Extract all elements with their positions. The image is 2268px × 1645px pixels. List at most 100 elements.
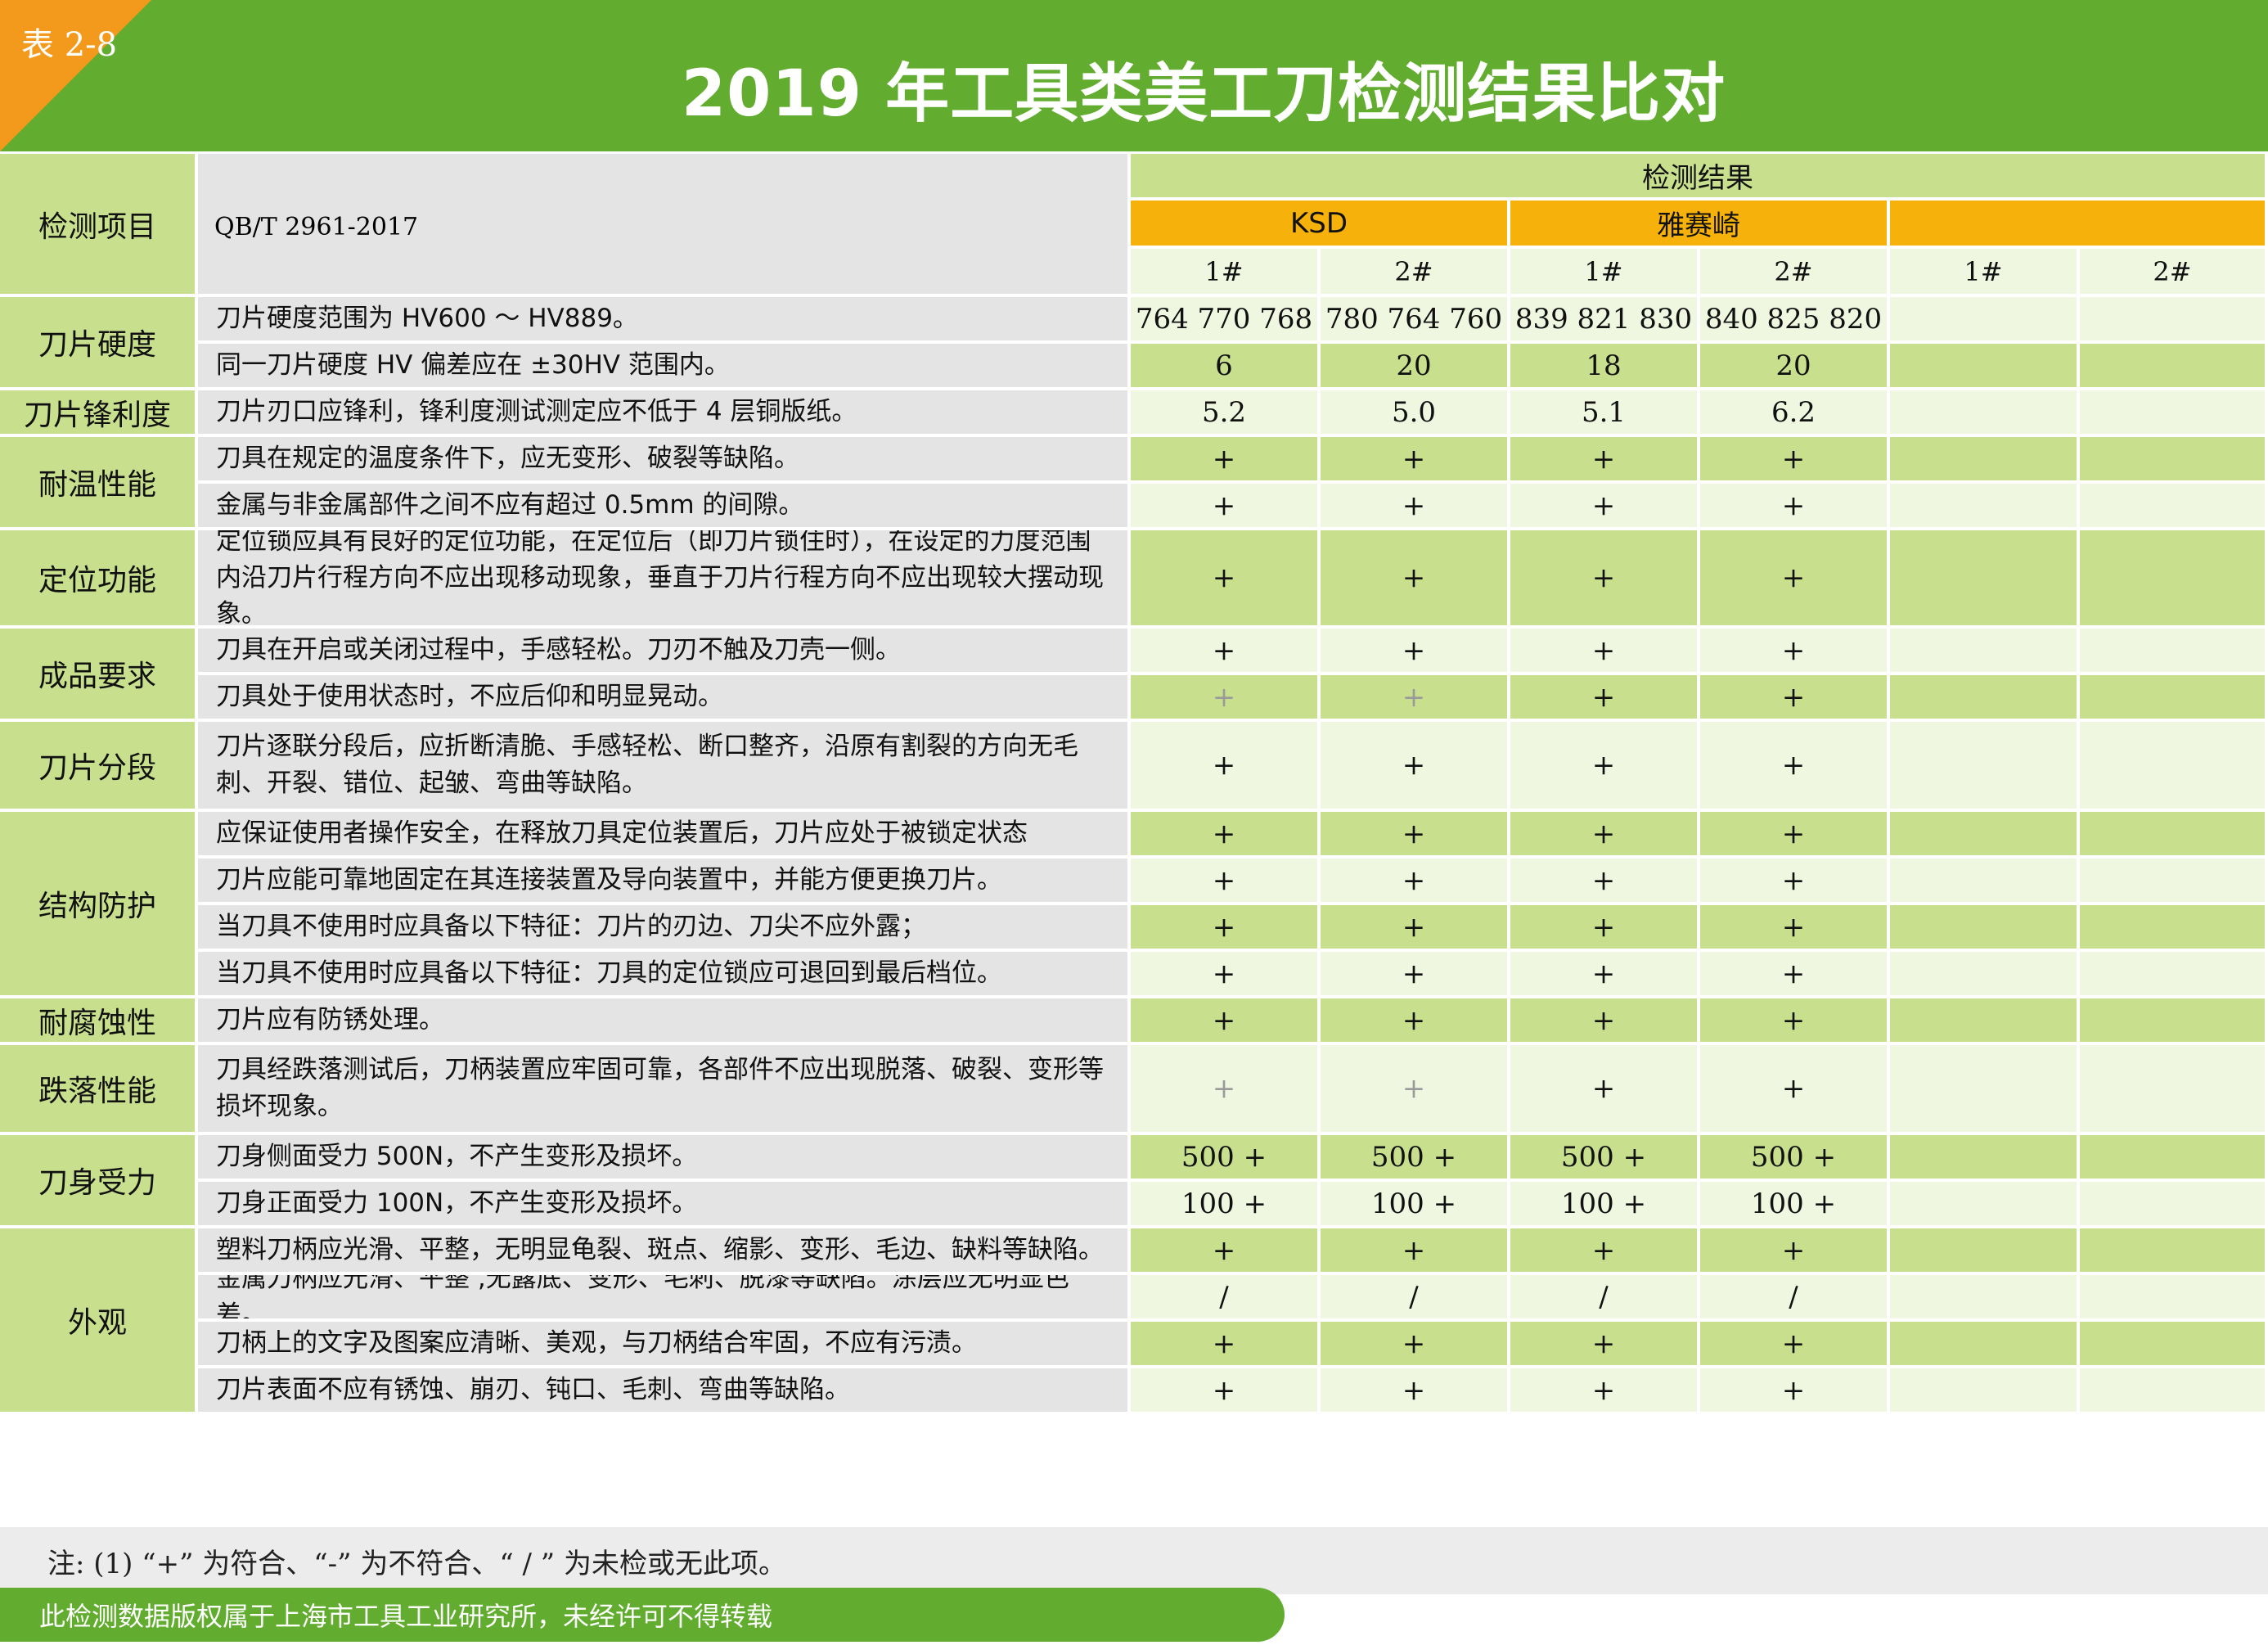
result-cell: 20 bbox=[1321, 344, 1507, 387]
requirement-cell: 刀片应有防锈处理。 bbox=[198, 998, 1127, 1042]
result-cell: + bbox=[1700, 530, 1887, 625]
requirement-cell: 当刀具不使用时应具备以下特征：刀具的定位锁应可退回到最后档位。 bbox=[198, 952, 1127, 995]
result-cell bbox=[2080, 530, 2265, 625]
result-cell: + bbox=[1700, 952, 1887, 995]
copyright-banner: 此检测数据版权属于上海市工具工业研究所，未经许可不得转载 bbox=[0, 1588, 1285, 1642]
result-cell: + bbox=[1131, 722, 1317, 809]
result-cell bbox=[2080, 952, 2265, 995]
result-cell bbox=[1890, 952, 2077, 995]
result-cell bbox=[1890, 1135, 2077, 1179]
result-cell bbox=[2080, 859, 2265, 902]
result-cell bbox=[1890, 675, 2077, 719]
requirement-cell: 刀片硬度范围为 HV600 ～ HV889。 bbox=[198, 297, 1127, 340]
result-cell bbox=[1890, 722, 2077, 809]
result-cell: 5.1 bbox=[1510, 390, 1697, 434]
category-cell: 刀片硬度 bbox=[0, 297, 195, 387]
result-cell bbox=[2080, 998, 2265, 1042]
result-cell: 5.0 bbox=[1321, 390, 1507, 434]
requirement-cell: 刀片逐联分段后，应折断清脆、手感轻松、断口整齐，沿原有割裂的方向无毛刺、开裂、错… bbox=[198, 722, 1127, 809]
result-cell bbox=[1890, 812, 2077, 855]
result-cell: + bbox=[1131, 1322, 1317, 1365]
sample-header: 1# bbox=[1131, 249, 1317, 294]
result-cell bbox=[2080, 437, 2265, 480]
result-cell: + bbox=[1510, 437, 1697, 480]
result-cell bbox=[1890, 629, 2077, 672]
result-cell: + bbox=[1510, 1228, 1697, 1272]
result-cell: + bbox=[1510, 1368, 1697, 1412]
requirement-cell: 刀片表面不应有锈蚀、崩刃、钝口、毛刺、弯曲等缺陷。 bbox=[198, 1368, 1127, 1412]
result-cell: + bbox=[1700, 1368, 1887, 1412]
result-cell: + bbox=[1700, 629, 1887, 672]
category-cell: 刀片分段 bbox=[0, 722, 195, 809]
result-cell: 780 764 760 bbox=[1321, 297, 1507, 340]
result-cell: 100 + bbox=[1510, 1182, 1697, 1225]
result-cell: + bbox=[1510, 675, 1697, 719]
requirement-cell: 金属刀柄应光滑、平整 ,无露底、变形、毛刺、脱漆等缺陷。涂层应无明显色差。 bbox=[198, 1275, 1127, 1318]
result-cell: + bbox=[1321, 1368, 1507, 1412]
result-cell: / bbox=[1510, 1275, 1697, 1318]
result-cell: + bbox=[1321, 812, 1507, 855]
result-cell: 100 + bbox=[1321, 1182, 1507, 1225]
result-cell: + bbox=[1700, 812, 1887, 855]
category-cell: 外观 bbox=[0, 1228, 195, 1412]
standard-code: QB/T 2961-2017 bbox=[198, 154, 1127, 294]
sample-header: 1# bbox=[1890, 249, 2077, 294]
result-cell: + bbox=[1321, 998, 1507, 1042]
result-cell: + bbox=[1321, 952, 1507, 995]
result-cell: + bbox=[1131, 905, 1317, 949]
corner-triangle bbox=[0, 0, 151, 151]
result-cell: + bbox=[1321, 1228, 1507, 1272]
category-cell: 刀片锋利度 bbox=[0, 390, 195, 434]
result-cell bbox=[2080, 484, 2265, 527]
result-cell: + bbox=[1700, 437, 1887, 480]
result-cell bbox=[1890, 905, 2077, 949]
brand-header bbox=[1890, 201, 2265, 246]
requirement-cell: 刀片刃口应锋利，锋利度测试测定应不低于 4 层铜版纸。 bbox=[198, 390, 1127, 434]
result-cell: + bbox=[1131, 629, 1317, 672]
result-cell: + bbox=[1131, 484, 1317, 527]
column-header-item: 检测项目 bbox=[0, 154, 195, 294]
result-cell bbox=[1890, 390, 2077, 434]
result-cell: + bbox=[1131, 952, 1317, 995]
result-cell: 500 + bbox=[1510, 1135, 1697, 1179]
result-cell bbox=[2080, 1275, 2265, 1318]
result-cell: + bbox=[1131, 437, 1317, 480]
result-cell: + bbox=[1321, 675, 1507, 719]
result-cell: + bbox=[1700, 1322, 1887, 1365]
result-cell bbox=[2080, 812, 2265, 855]
result-cell: + bbox=[1321, 859, 1507, 902]
result-cell bbox=[1890, 344, 2077, 387]
result-cell: + bbox=[1510, 722, 1697, 809]
result-cell: 839 821 830 bbox=[1510, 297, 1697, 340]
result-cell: + bbox=[1510, 952, 1697, 995]
result-cell: + bbox=[1700, 859, 1887, 902]
result-cell: 500 + bbox=[1321, 1135, 1507, 1179]
result-cell: + bbox=[1700, 484, 1887, 527]
result-cell: 764 770 768 bbox=[1131, 297, 1317, 340]
result-cell bbox=[2080, 675, 2265, 719]
result-cell bbox=[1890, 1228, 2077, 1272]
result-cell bbox=[2080, 1322, 2265, 1365]
result-cell: 500 + bbox=[1131, 1135, 1317, 1179]
result-cell bbox=[2080, 1135, 2265, 1179]
requirement-cell: 刀具经跌落测试后，刀柄装置应牢固可靠，各部件不应出现脱落、破裂、变形等损坏现象。 bbox=[198, 1045, 1127, 1132]
result-cell: + bbox=[1321, 1045, 1507, 1132]
result-cell: + bbox=[1321, 437, 1507, 480]
note-text: 注: (1) “+” 为符合、“-” 为不符合、“ / ” 为未检或无此项。 bbox=[47, 1547, 786, 1580]
requirement-cell: 刀具处于使用状态时，不应后仰和明显晃动。 bbox=[198, 675, 1127, 719]
brand-header: KSD bbox=[1131, 201, 1507, 246]
result-cell: + bbox=[1510, 812, 1697, 855]
requirement-cell: 应保证使用者操作安全，在释放刀具定位装置后，刀片应处于被锁定状态 bbox=[198, 812, 1127, 855]
result-cell bbox=[1890, 1275, 2077, 1318]
result-cell bbox=[2080, 297, 2265, 340]
requirement-cell: 刀身正面受力 100N，不产生变形及损坏。 bbox=[198, 1182, 1127, 1225]
category-cell: 成品要求 bbox=[0, 629, 195, 719]
requirement-cell: 当刀具不使用时应具备以下特征：刀片的刃边、刀尖不应外露； bbox=[198, 905, 1127, 949]
category-cell: 刀身受力 bbox=[0, 1135, 195, 1225]
category-cell: 跌落性能 bbox=[0, 1045, 195, 1132]
requirement-cell: 塑料刀柄应光滑、平整，无明显龟裂、斑点、缩影、变形、毛边、缺料等缺陷。 bbox=[198, 1228, 1127, 1272]
result-cell bbox=[2080, 1228, 2265, 1272]
category-cell: 定位功能 bbox=[0, 530, 195, 625]
result-cell: + bbox=[1131, 530, 1317, 625]
requirement-cell: 刀片应能可靠地固定在其连接装置及导向装置中，并能方便更换刀片。 bbox=[198, 859, 1127, 902]
